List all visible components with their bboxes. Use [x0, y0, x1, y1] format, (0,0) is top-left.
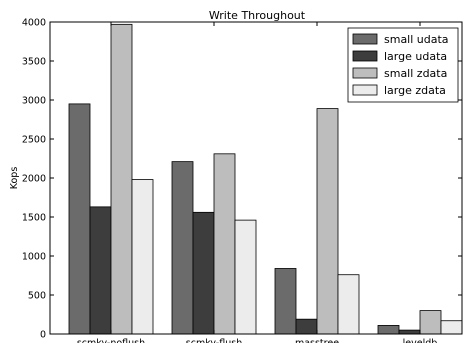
bar-large-udata-3: [398, 329, 421, 335]
x-tick-label: masstree: [295, 338, 339, 343]
y-tick-label: 4000: [22, 18, 46, 29]
bar-large-udata-2: [295, 318, 318, 335]
bar-large-zdata-0: [131, 179, 154, 335]
bar-large-zdata-1: [234, 219, 257, 335]
bars-group: [68, 23, 463, 335]
legend-label: small zdata: [384, 67, 447, 80]
legend-swatch: [352, 84, 378, 96]
y-tick-label: 2500: [22, 135, 46, 146]
y-tick-label: 3000: [22, 96, 46, 107]
bar-small-zdata-1: [213, 153, 236, 335]
bar-large-zdata-2: [337, 274, 360, 335]
legend-swatch: [352, 33, 378, 45]
y-tick-label: 2000: [22, 174, 46, 185]
legend-label: large zdata: [384, 84, 446, 97]
y-tick-label: 3500: [22, 57, 46, 68]
bar-small-udata-3: [377, 325, 400, 335]
y-tick-label: 500: [28, 291, 46, 302]
bar-large-zdata-3: [440, 320, 463, 335]
plot-frame: [49, 21, 463, 335]
x-tick-label: scmky-flush: [186, 338, 242, 343]
y-tick-label: 0: [40, 330, 46, 341]
y-axis-ticks: 0 500 1000 1500 2000 2500 3000 3500 4000: [22, 18, 462, 341]
x-axis-ticks: scmky-noflush scmky-flush masstree leveldb: [77, 22, 437, 343]
legend-swatch: [352, 67, 378, 79]
legend-swatch: [352, 50, 378, 62]
bar-small-udata-1: [171, 161, 194, 335]
bar-small-zdata-3: [419, 310, 442, 335]
bar-small-udata-2: [274, 268, 297, 335]
chart-title: Write Throughout: [209, 9, 306, 22]
legend-label: small udata: [384, 33, 449, 46]
legend-label: large udata: [384, 50, 447, 63]
y-tick-label: 1500: [22, 213, 46, 224]
y-tick-label: 1000: [22, 252, 46, 263]
bar-large-udata-0: [89, 206, 112, 335]
bar-small-udata-0: [68, 103, 91, 335]
bar-small-zdata-2: [316, 108, 339, 335]
x-tick-label: leveldb: [403, 338, 438, 343]
legend: small udata large udata small zdata large z…: [347, 27, 459, 103]
x-tick-label: scmky-noflush: [77, 338, 145, 343]
bar-small-zdata-0: [110, 23, 133, 335]
y-axis-label: Kops: [9, 167, 20, 190]
bar-large-udata-1: [192, 211, 215, 335]
